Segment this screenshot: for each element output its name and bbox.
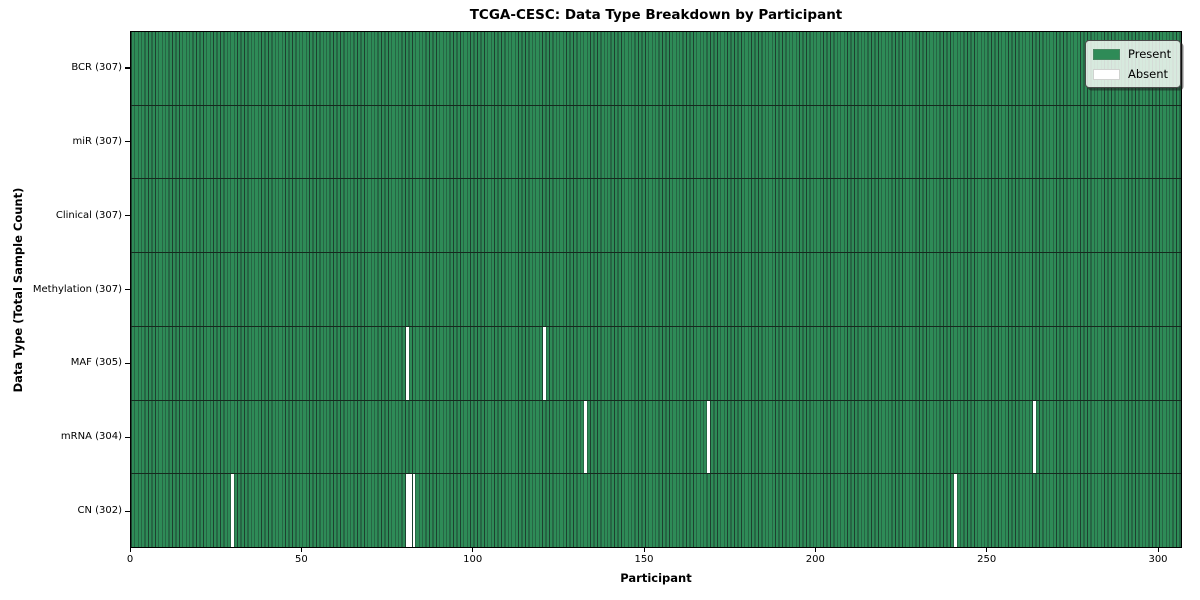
x-tick-mark xyxy=(1157,548,1159,552)
legend-label: Absent xyxy=(1128,67,1169,81)
x-tick-label: 200 xyxy=(805,554,825,565)
x-tick-label: 150 xyxy=(634,554,654,565)
absent-cell xyxy=(543,326,546,400)
x-tick-label: 250 xyxy=(977,554,997,565)
heatmap-row xyxy=(131,400,1181,475)
heatmap-row xyxy=(131,474,1181,548)
legend-item: Present xyxy=(1093,47,1171,61)
x-tick-mark xyxy=(814,548,817,552)
x-tick-label: 300 xyxy=(1148,554,1168,565)
y-tick-label: MAF (305) xyxy=(70,357,122,369)
y-tick-mark xyxy=(125,215,130,217)
heatmap-row xyxy=(131,253,1181,327)
y-tick-label: Methylation (307) xyxy=(32,283,122,295)
y-tick-mark xyxy=(125,510,130,512)
x-tick-mark xyxy=(129,548,131,552)
plot-area xyxy=(130,31,1182,548)
y-tick-label: Clinical (307) xyxy=(55,209,122,221)
x-tick-mark xyxy=(986,548,988,552)
x-tick-mark xyxy=(472,548,474,552)
y-tick-mark xyxy=(125,141,130,143)
x-tick-mark xyxy=(643,548,645,552)
absent-cell xyxy=(231,474,234,548)
absent-cell xyxy=(409,474,412,548)
y-tick-label: CN (302) xyxy=(77,505,122,517)
absent-cell xyxy=(707,400,711,474)
y-tick-label: BCR (307) xyxy=(71,61,122,73)
absent-cell xyxy=(405,326,409,400)
x-tick-label: 100 xyxy=(463,554,483,565)
heatmap-row xyxy=(131,179,1181,254)
absent-cell xyxy=(1033,400,1036,474)
y-tick-label: mRNA (304) xyxy=(60,431,122,443)
legend-item: Absent xyxy=(1093,67,1171,81)
legend-swatch xyxy=(1093,68,1120,80)
y-tick-mark xyxy=(125,362,130,365)
x-tick-mark xyxy=(300,548,303,552)
y-tick-label: miR (307) xyxy=(72,135,122,147)
absent-cell xyxy=(412,474,416,548)
heatmap-row xyxy=(131,326,1181,401)
absent-cell xyxy=(405,474,409,548)
x-axis-label: Participant xyxy=(620,571,692,585)
heatmap-row xyxy=(131,105,1181,180)
y-tick-mark xyxy=(125,67,130,69)
chart-title: TCGA-CESC: Data Type Breakdown by Partic… xyxy=(469,7,843,23)
heatmap-row xyxy=(131,32,1181,106)
legend-swatch xyxy=(1093,48,1120,60)
y-tick-mark xyxy=(125,289,130,291)
x-tick-label: 50 xyxy=(294,554,308,565)
legend: Present Absent xyxy=(1085,40,1182,88)
y-tick-mark xyxy=(125,436,130,438)
absent-cell xyxy=(954,474,957,548)
legend-label: Present xyxy=(1128,47,1172,61)
absent-cell xyxy=(584,400,587,474)
x-tick-label: 0 xyxy=(126,554,134,565)
